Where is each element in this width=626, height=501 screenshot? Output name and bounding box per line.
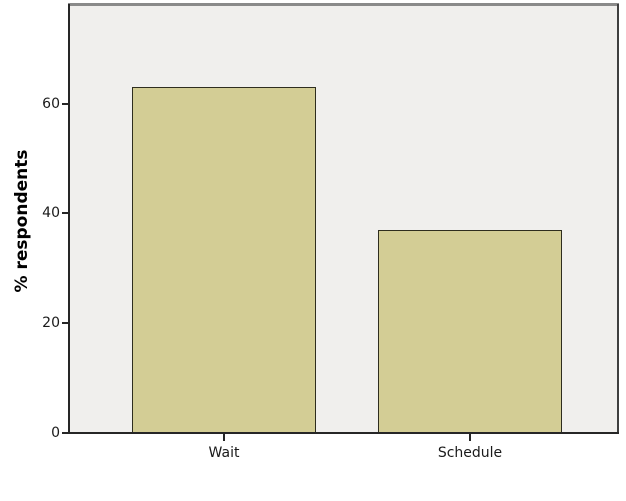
x-axis-line [68, 432, 619, 434]
y-tick-label: 0 [51, 425, 60, 441]
x-tick-label: Schedule [437, 445, 503, 461]
y-tick-mark [62, 212, 70, 215]
y-tick-mark [62, 322, 70, 325]
x-tick-label: Wait [208, 445, 240, 461]
x-tick-mark [223, 434, 225, 441]
x-tick-mark [469, 434, 471, 441]
bar-wait [132, 87, 316, 433]
y-tick-label: 40 [42, 205, 60, 222]
plot-frame-top [68, 3, 619, 6]
bar-schedule [378, 229, 562, 433]
y-tick-label: 20 [42, 315, 60, 332]
y-axis-line [68, 4, 70, 433]
y-tick-mark [62, 432, 70, 434]
y-tick-label: 60 [42, 95, 60, 112]
plot-frame-right [617, 4, 619, 433]
y-tick-mark [62, 102, 70, 105]
